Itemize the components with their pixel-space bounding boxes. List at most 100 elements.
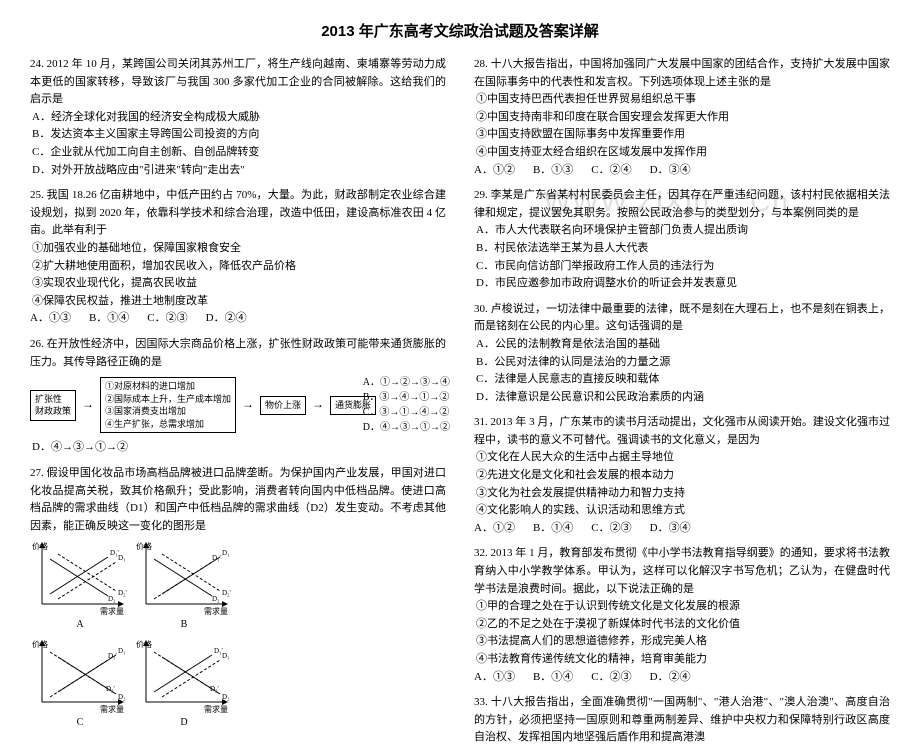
q33: 33. 十八大报告指出，全面准确贯彻"一国两制"、"港人治港"、"澳人治澳"、高…	[474, 694, 890, 747]
two-column-layout: 24. 2012 年 10 月，某跨国公司关闭其苏州工厂，将生产线向越南、柬埔寨…	[30, 56, 890, 755]
right-column: 28. 十八大报告指出，中国将加强同广大发展中国家的团结合作，支持扩大发展中国家…	[474, 56, 890, 755]
q32-C: C．②③	[591, 669, 631, 687]
arrow-icon	[242, 395, 254, 415]
svg-text:D₁: D₁	[118, 554, 126, 562]
q31-D: D．③④	[650, 520, 691, 538]
q24-C: C．企业就从代加工向自主创新、自创品牌转变	[30, 144, 446, 162]
q28-B: B．①③	[533, 162, 573, 180]
q32-o1: ①甲的合理之处在于认识到传统文化是文化发展的根源	[474, 598, 890, 616]
q29-stem: 29. 李某是广东省某村村民委员会主任，因其存在严重违纪问题，该村村民依据相关法…	[474, 187, 890, 222]
q31-B: B．①④	[533, 520, 573, 538]
q26-opt-C: C．③→①→④→②	[363, 405, 450, 420]
svg-text:D₁': D₁'	[108, 652, 117, 660]
q31-C: C．②③	[591, 520, 631, 538]
q26-box2: ①对原材料的进口增加 ②国际成本上升，生产成本增加 ③国家消费支出增加 ④生产扩…	[100, 377, 236, 433]
q29: 29. 李某是广东省某村村民委员会主任，因其存在严重违纪问题，该村村民依据相关法…	[474, 187, 890, 293]
chart-B: D₁ D₁' D₂ D₂' 价格 需求量 B	[134, 539, 234, 633]
q31-o1: ①文化在人民大众的生活中占据主导地位	[474, 449, 890, 467]
chart-A-label: A	[30, 617, 130, 633]
svg-text:需求量: 需求量	[100, 704, 124, 714]
left-column: 24. 2012 年 10 月，某跨国公司关闭其苏州工厂，将生产线向越南、柬埔寨…	[30, 56, 446, 755]
q25-stem: 25. 我国 18.26 亿亩耕地中，中低产田约占 70%，大量。为此，财政部制…	[30, 187, 446, 240]
q31: 31. 2013 年 3 月，广东某市的读书月活动提出，文化强市从阅读开始。建设…	[474, 414, 890, 537]
q26-bottom: D．④→③→①→②	[30, 439, 446, 457]
q26-box3: 物价上涨	[260, 396, 306, 415]
q25-o1: ①加强农业的基础地位，保障国家粮食安全	[30, 240, 446, 258]
q28-C: C．②④	[591, 162, 631, 180]
svg-text:D₂': D₂'	[222, 589, 231, 597]
q24-A: A．经济全球化对我国的经济安全构成极大威胁	[30, 109, 446, 127]
svg-text:需求量: 需求量	[100, 606, 124, 616]
q25-A: A．①③	[30, 310, 71, 328]
q28-D: D．③④	[650, 162, 691, 180]
q26-num-opts: A．①→②→③→④ B．③→④→①→② C．③→①→④→② D．④→③→①→②	[363, 375, 450, 435]
q26-opt-A: A．①→②→③→④	[363, 375, 450, 390]
arrow-icon	[312, 395, 324, 415]
q25: 25. 我国 18.26 亿亩耕地中，中低产田约占 70%，大量。为此，财政部制…	[30, 187, 446, 328]
q32-stem: 32. 2013 年 1 月，教育部发布贯彻《中小学书法教育指导纲要》的通知，要…	[474, 545, 890, 598]
q32: 32. 2013 年 1 月，教育部发布贯彻《中小学书法教育指导纲要》的通知，要…	[474, 545, 890, 686]
q25-C: C．②③	[147, 310, 187, 328]
svg-text:D₂: D₂	[212, 595, 220, 603]
svg-text:D₁: D₁	[118, 647, 126, 655]
svg-text:D₁: D₁	[222, 652, 230, 660]
svg-text:D₂': D₂'	[106, 685, 115, 693]
q27-stem: 27. 假设甲国化妆品市场高档品牌被进口品牌垄断。为保护国内产业发展，甲国对进口…	[30, 465, 446, 535]
q29-A: A．市人大代表联名向环境保护主管部门负责人提出质询	[474, 222, 890, 240]
svg-text:价格: 价格	[32, 639, 48, 649]
svg-text:D₂: D₂	[118, 693, 126, 701]
q26-opt-B: B．③→④→①→②	[363, 390, 450, 405]
svg-text:D₂': D₂'	[118, 589, 127, 597]
q29-B: B．村民依法选举王某为县人大代表	[474, 240, 890, 258]
svg-text:需求量: 需求量	[204, 606, 228, 616]
q32-D: D．②④	[650, 669, 691, 687]
svg-text:价格: 价格	[32, 541, 48, 551]
svg-text:价格: 价格	[136, 639, 152, 649]
q32-opts: A．①③ B．①④ C．②③ D．②④	[474, 669, 890, 687]
svg-text:D₁': D₁'	[212, 554, 221, 562]
chart-D-label: D	[134, 715, 234, 731]
q26-stem: 26. 在开放性经济中，因国际大宗商品价格上涨，扩张性财政政策可能带来通货膨胀的…	[30, 336, 446, 371]
svg-text:D₂: D₂	[222, 693, 230, 701]
q28-o3: ③中国支持欧盟在国际事务中发挥重要作用	[474, 126, 890, 144]
q25-opts: A．①③ B．①④ C．②③ D．②④	[30, 310, 446, 328]
q24-D: D．对外开放战略应由"引进来"转向"走出去"	[30, 162, 446, 180]
q25-o4: ④保障农民权益，推进土地制度改革	[30, 293, 446, 311]
q32-o3: ③书法提高人们的思想道德修养，形成完美人格	[474, 633, 890, 651]
q32-o2: ②乙的不足之处在于漠视了新媒体时代书法的文化价值	[474, 616, 890, 634]
q26: 26. 在开放性经济中，因国际大宗商品价格上涨，扩张性财政政策可能带来通货膨胀的…	[30, 336, 446, 457]
arrow-icon	[82, 395, 94, 415]
q31-o4: ④文化影响人的实践、认识活动和思维方式	[474, 502, 890, 520]
q33-stem: 33. 十八大报告指出，全面准确贯彻"一国两制"、"港人治港"、"澳人治澳"、高…	[474, 694, 890, 747]
q26-box1: 扩张性 财政政策	[30, 390, 76, 421]
q30-A: A．公民的法制教育是依法治国的基础	[474, 336, 890, 354]
chart-C-label: C	[30, 715, 130, 731]
q27-charts-row1: D₁' D₁ D₂ D₂' 价格 需求量 A	[30, 539, 446, 633]
q28-stem: 28. 十八大报告指出，中国将加强同广大发展中国家的团结合作，支持扩大发展中国家…	[474, 56, 890, 91]
q24-stem: 24. 2012 年 10 月，某跨国公司关闭其苏州工厂，将生产线向越南、柬埔寨…	[30, 56, 446, 109]
q32-o4: ④书法教育传递传统文化的精神，培育审美能力	[474, 651, 890, 669]
q30-stem: 30. 卢梭说过，一切法律中最重要的法律，既不是刻在大理石上，也不是刻在铜表上，…	[474, 301, 890, 336]
chart-C: D₁ D₁' D₂ D₂' 价格 需求量 C	[30, 637, 130, 731]
q27: 27. 假设甲国化妆品市场高档品牌被进口品牌垄断。为保护国内产业发展，甲国对进口…	[30, 465, 446, 731]
q32-A: A．①③	[474, 669, 515, 687]
chart-B-label: B	[134, 617, 234, 633]
svg-text:需求量: 需求量	[204, 704, 228, 714]
q28: 28. 十八大报告指出，中国将加强同广大发展中国家的团结合作，支持扩大发展中国家…	[474, 56, 890, 179]
q30: 30. 卢梭说过，一切法律中最重要的法律，既不是刻在大理石上，也不是刻在铜表上，…	[474, 301, 890, 407]
svg-text:D₂: D₂	[108, 595, 116, 603]
q31-o3: ③文化为社会发展提供精神动力和智力支持	[474, 485, 890, 503]
chart-D: D₁' D₁ D₂ D₂' 价格 需求量 D	[134, 637, 234, 731]
q31-opts: A．①② B．①④ C．②③ D．③④	[474, 520, 890, 538]
svg-text:D₁: D₁	[222, 549, 230, 557]
q30-B: B．公民对法律的认同是法治的力量之源	[474, 354, 890, 372]
q25-D: D．②④	[206, 310, 247, 328]
chart-A: D₁' D₁ D₂ D₂' 价格 需求量 A	[30, 539, 130, 633]
q24: 24. 2012 年 10 月，某跨国公司关闭其苏州工厂，将生产线向越南、柬埔寨…	[30, 56, 446, 179]
svg-text:D₂': D₂'	[210, 685, 219, 693]
q30-C: C．法律是人民意志的直接反映和载体	[474, 371, 890, 389]
q31-stem: 31. 2013 年 3 月，广东某市的读书月活动提出，文化强市从阅读开始。建设…	[474, 414, 890, 449]
q26-opt-D: D．④→③→①→②	[363, 420, 450, 435]
q29-C: C．市民向信访部门举报政府工作人员的违法行为	[474, 258, 890, 276]
q28-opts: A．①② B．①③ C．②④ D．③④	[474, 162, 890, 180]
